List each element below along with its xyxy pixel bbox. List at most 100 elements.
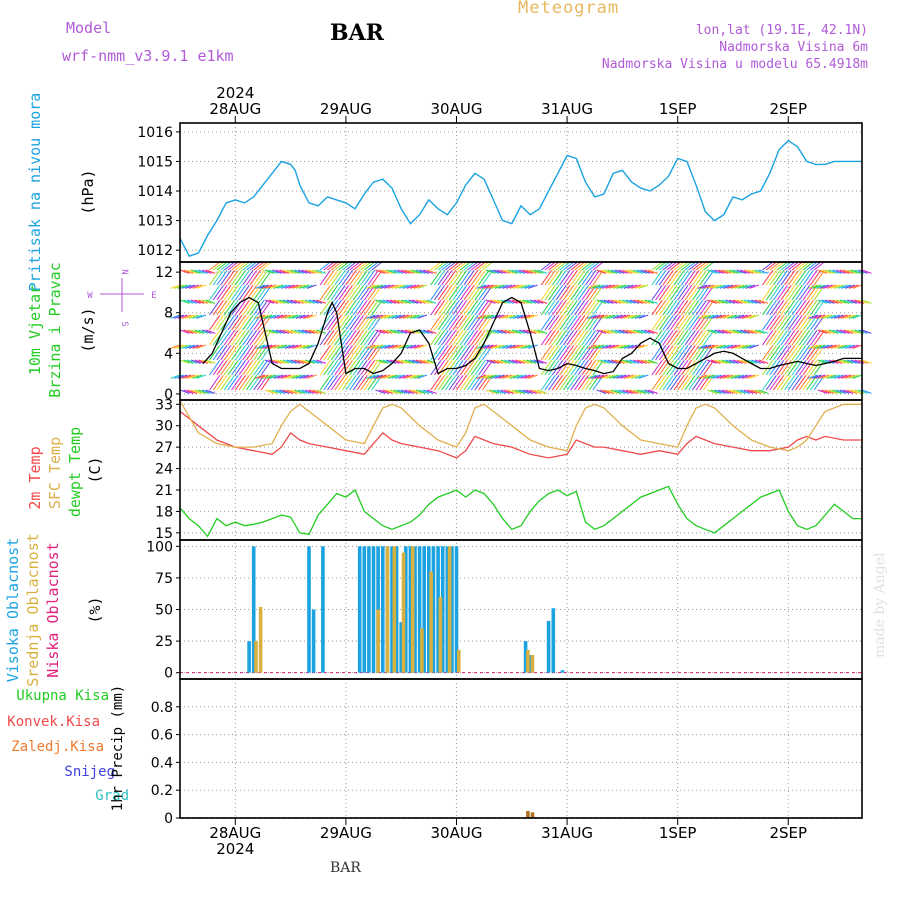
wind-arrow — [299, 314, 310, 319]
wind-arrow — [470, 270, 483, 286]
wind-arrow — [404, 269, 415, 274]
wind-arrow — [848, 284, 859, 289]
wind-arrow — [410, 284, 420, 289]
wind-arrow — [476, 314, 487, 319]
wind-arrow — [227, 270, 239, 286]
wind-arrow — [174, 344, 184, 349]
wind-arrow — [519, 359, 529, 364]
wind-arrow — [382, 389, 393, 394]
wind-arrow — [736, 269, 747, 274]
wind-arrow — [662, 261, 674, 271]
wind-arrow — [773, 270, 785, 286]
wind-arrow — [467, 261, 479, 271]
model-label: Model — [66, 19, 112, 37]
wind-arrow — [544, 345, 556, 361]
wind-arrow — [559, 360, 571, 376]
wind-arrow — [444, 375, 457, 391]
wind-arrow — [312, 269, 323, 274]
wind-arrow — [352, 360, 365, 376]
wind-arrow — [592, 261, 604, 271]
wind-arrow — [382, 299, 393, 304]
wind-arrow — [798, 345, 811, 361]
wind-arrow — [401, 269, 411, 274]
wind-arrow — [747, 359, 758, 364]
wind-arrow — [762, 345, 774, 361]
wind-arrow — [776, 315, 788, 331]
precip-legend-label: Grad — [95, 788, 129, 804]
wind-arrow — [751, 359, 761, 364]
wind-arrow — [721, 269, 732, 274]
wind-arrow — [441, 270, 453, 286]
wind-arrow — [260, 270, 272, 286]
wind-arrow — [198, 389, 208, 394]
wind-arrow — [769, 261, 781, 271]
wind-arrow — [592, 360, 604, 376]
wind-arrow — [819, 284, 829, 289]
wind-arrow — [256, 270, 269, 286]
wind-arrow — [489, 329, 500, 334]
wind-arrow — [395, 344, 406, 349]
cloud-bar — [254, 641, 258, 673]
wind-arrow — [526, 359, 537, 364]
wind-arrow — [467, 315, 479, 331]
wind-arrow — [620, 284, 630, 289]
wind-arrow — [327, 375, 339, 391]
wind-arrow — [817, 269, 828, 274]
wind-arrow — [662, 300, 674, 316]
wind-arrow — [601, 344, 612, 349]
wind-arrow — [530, 389, 540, 394]
wind-arrow — [749, 344, 759, 349]
wind-arrow — [452, 270, 464, 286]
wind-arrow — [334, 375, 346, 391]
wind-arrow — [612, 314, 623, 319]
wind-arrow — [581, 300, 593, 316]
wind-arrow — [684, 315, 696, 331]
wind-arrow — [367, 261, 379, 271]
wind-arrow — [577, 270, 589, 286]
wind-arrow — [651, 375, 663, 391]
wind-arrow — [319, 261, 331, 271]
wind-arrow — [426, 299, 437, 304]
wind-arrow — [598, 284, 608, 289]
temperature-panel-frame — [179, 399, 863, 541]
wind-arrow — [622, 299, 632, 304]
wind-arrow — [666, 360, 678, 376]
wind-arrow — [504, 389, 514, 394]
wind-arrow — [209, 345, 221, 361]
wind-arrow — [612, 374, 623, 379]
wind-arrow — [444, 270, 457, 286]
wind-arrow — [590, 284, 601, 289]
wind-arrow — [719, 374, 730, 379]
wind-arrow — [283, 329, 293, 334]
wind-arrow — [371, 315, 383, 331]
wind-arrow — [349, 261, 361, 271]
wind-arrow — [223, 345, 236, 361]
wind-arrow — [592, 285, 604, 301]
wind-arrow — [474, 360, 486, 376]
wind-arrow — [511, 299, 522, 304]
wind-arrow — [170, 374, 181, 379]
wind-title-label-2: Brzina i Pravac — [46, 262, 64, 397]
wind-arrow — [802, 261, 814, 271]
wind-arrow — [275, 269, 286, 274]
wind-arrow — [373, 374, 383, 379]
wind-arrow — [299, 344, 310, 349]
wind-arrow — [644, 269, 655, 274]
wind-arrow — [433, 375, 446, 391]
wind-arrow — [703, 375, 715, 391]
wind-arrow — [456, 345, 468, 361]
wind-arrow — [433, 360, 446, 376]
wind-arrow — [710, 359, 721, 364]
wind-arrow — [826, 374, 837, 379]
wind-arrow — [798, 360, 811, 376]
wind-arrow — [234, 345, 247, 361]
wind-arrow — [273, 374, 284, 379]
wind-arrow — [600, 389, 610, 394]
wind-arrow — [852, 314, 863, 319]
wind-arrow — [736, 299, 747, 304]
wind-arrow — [669, 345, 682, 361]
wind-arrow — [223, 330, 236, 346]
wind-arrow — [198, 329, 208, 334]
wind-arrow — [699, 345, 711, 361]
wind-arrow — [791, 300, 803, 316]
